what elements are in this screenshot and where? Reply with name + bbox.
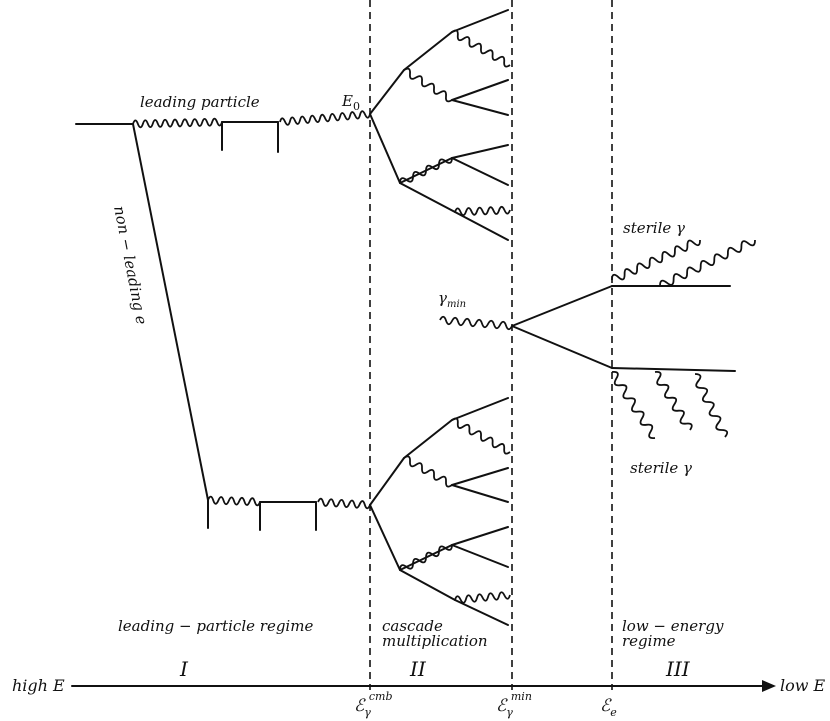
photon-lower-3 <box>403 455 453 488</box>
sterile-gamma-top-label: sterile γ <box>623 219 685 237</box>
non-leading-e-label: non − leading e <box>110 204 151 326</box>
upper-cascade <box>369 9 509 241</box>
photon-lines <box>132 29 756 604</box>
axis-tick-cmb: ℰγcmb <box>354 690 393 719</box>
leading-branch <box>75 121 279 153</box>
lower-branch <box>207 499 317 531</box>
low-e-label: low E <box>780 676 826 695</box>
roman-one: I <box>179 657 189 681</box>
photon-lower-6 <box>454 591 511 604</box>
photon-upper-2 <box>451 29 511 68</box>
non-leading-electron <box>132 123 209 501</box>
regime-3-label-line2: regime <box>622 632 676 650</box>
photon-lower-4 <box>451 417 511 455</box>
axis-arrowhead <box>762 680 776 692</box>
roman-three: III <box>665 657 691 681</box>
photon-lower-5 <box>399 544 453 571</box>
photon-sterile-bottom-2 <box>654 371 693 431</box>
photon-lower-1 <box>207 495 261 507</box>
photon-leading-2 <box>279 110 371 126</box>
photon-upper-1 <box>403 67 453 103</box>
lower-cascade <box>369 397 509 626</box>
photon-sterile-top-1 <box>611 239 701 281</box>
photon-leading-1 <box>132 117 223 129</box>
sterile-gamma-bottom-label: sterile γ <box>630 459 692 477</box>
photon-lower-2 <box>317 497 371 510</box>
regime-3-label-line1: low − energy <box>622 617 724 635</box>
regime-2-label-line1: cascade <box>382 617 443 635</box>
axis-tick-min: ℰγmin <box>496 690 532 719</box>
high-e-label: high E <box>12 676 65 695</box>
photon-gamma-min <box>439 315 513 331</box>
photon-sterile-bottom-1 <box>611 370 656 440</box>
regime-1-label: leading − particle regime <box>118 617 313 635</box>
photon-upper-3 <box>399 157 453 184</box>
photon-upper-4 <box>454 205 511 217</box>
roman-two: II <box>409 657 427 681</box>
gamma-min-split <box>511 285 736 372</box>
axis-tick-e: ℰe <box>600 696 617 719</box>
photon-sterile-bottom-3 <box>694 373 729 438</box>
e0-label: E0 <box>341 92 360 113</box>
leading-particle-label: leading particle <box>140 93 260 111</box>
photon-sterile-top-2 <box>659 239 756 287</box>
regime-2-label-line2: multiplication <box>382 632 488 650</box>
gamma-min-label: γmin <box>438 289 466 310</box>
